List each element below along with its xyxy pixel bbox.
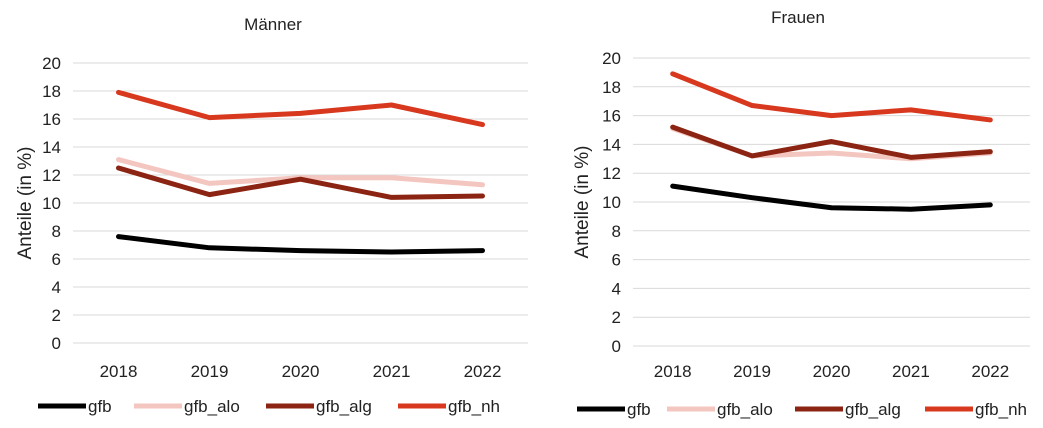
- chart-title: Männer: [244, 15, 302, 34]
- legend-label: gfb_alg: [845, 400, 901, 419]
- series-line-gfb: [116, 234, 485, 255]
- y-axis-label: Anteile (in %): [15, 147, 36, 260]
- x-tick-label: 2019: [733, 362, 771, 381]
- y-tick-label: 8: [52, 222, 61, 241]
- series-line-gfb-nh: [116, 89, 485, 128]
- y-tick-label: 2: [52, 306, 61, 325]
- x-tick-label: 2018: [100, 362, 138, 381]
- y-tick-label: 18: [42, 82, 61, 101]
- y-tick-label: 4: [612, 279, 621, 298]
- legend-label: gfb_alo: [717, 400, 773, 419]
- x-tick-label: 2020: [282, 362, 320, 381]
- chart-panel-maenner: Männer Anteile (in %) 0 2 4 6 8 10 12 14 16 18 20 201…: [15, 15, 528, 416]
- y-tick-label: 10: [42, 194, 61, 213]
- chart-panel-frauen: Frauen Anteile (in %) 0 2 4 6 8 10 12 14 16 18 20 201…: [572, 8, 1030, 419]
- x-tick-label: 2018: [654, 362, 692, 381]
- y-tick-label: 10: [602, 193, 621, 212]
- y-tick-label: 14: [42, 138, 61, 157]
- legend-label: gfb_nh: [448, 397, 500, 416]
- y-tick-label: 0: [612, 337, 621, 356]
- y-axis-label: Anteile (in %): [572, 146, 593, 259]
- y-tick-label: 12: [42, 166, 61, 185]
- y-tick-label: 6: [52, 250, 61, 269]
- legend-label: gfb: [627, 400, 651, 419]
- y-tick-label: 4: [52, 278, 61, 297]
- y-tick-label: 12: [602, 164, 621, 183]
- x-tick-label: 2019: [191, 362, 229, 381]
- x-tick-label: 2021: [373, 362, 411, 381]
- x-tick-label: 2021: [892, 362, 930, 381]
- y-tick-label: 0: [52, 334, 61, 353]
- legend-label: gfb: [88, 397, 112, 416]
- y-tick-label: 6: [612, 251, 621, 270]
- y-tick-label: 8: [612, 222, 621, 241]
- series-line-gfb: [670, 183, 993, 212]
- x-tick-label: 2022: [464, 362, 502, 381]
- y-tick-label: 20: [42, 54, 61, 73]
- y-tick-label: 18: [602, 78, 621, 97]
- y-tick-label: 16: [602, 107, 621, 126]
- y-tick-label: 14: [602, 135, 621, 154]
- y-tick-label: 16: [42, 110, 61, 129]
- y-tick-label: 20: [602, 49, 621, 68]
- x-tick-label: 2020: [813, 362, 851, 381]
- legend-label: gfb_alg: [316, 397, 372, 416]
- chart-title: Frauen: [771, 8, 825, 27]
- legend-label: gfb_alo: [184, 397, 240, 416]
- series-line-gfb-nh: [670, 71, 993, 123]
- legend-label: gfb_nh: [975, 400, 1027, 419]
- x-tick-label: 2022: [971, 362, 1009, 381]
- y-tick-label: 2: [612, 308, 621, 327]
